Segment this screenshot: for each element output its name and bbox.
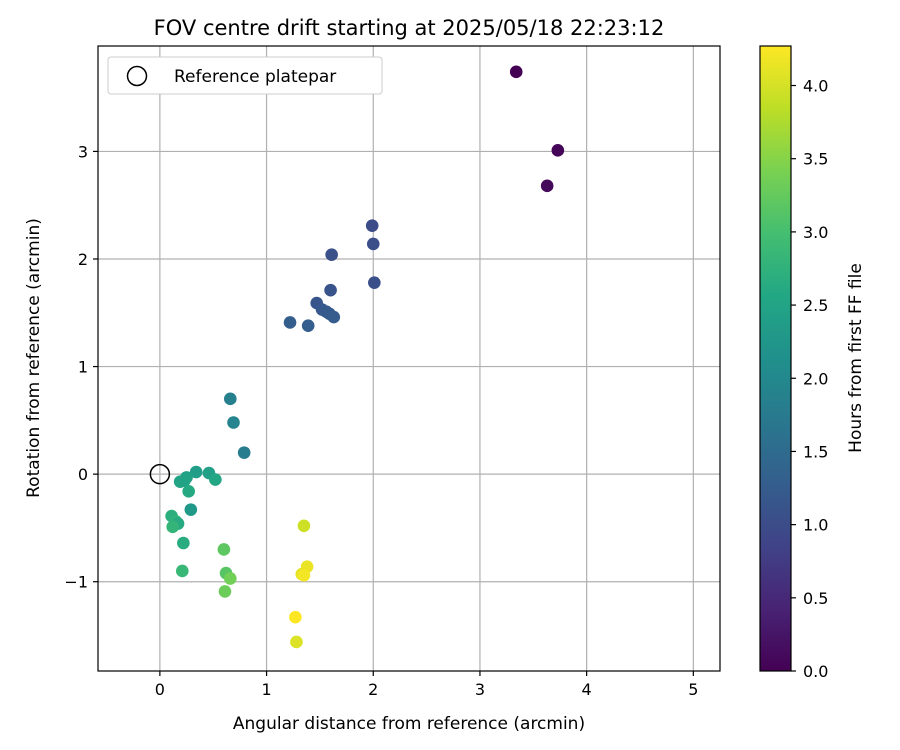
colorbar-label: Hours from first FF file (846, 263, 866, 453)
data-point (297, 519, 311, 533)
data-point (227, 416, 240, 429)
legend-label: Reference platepar (174, 67, 336, 87)
data-point (217, 543, 231, 556)
data-point (223, 572, 237, 585)
colorbar-tick-label: 2.5 (803, 296, 828, 315)
data-point (209, 473, 222, 486)
chart-title: FOV centre drift starting at 2025/05/18 … (154, 16, 665, 40)
x-tick-label: 5 (688, 680, 698, 699)
colorbar-ticks: 0.0 0.5 1.0 1.5 2.0 2.5 3.0 3.5 4.0 (791, 77, 828, 681)
data-point (509, 65, 523, 79)
data-point (189, 465, 203, 479)
data-point (368, 276, 381, 289)
data-point (283, 316, 297, 329)
colorbar-tick-label: 2.0 (803, 369, 828, 388)
y-tick-label: 0 (78, 465, 88, 484)
data-point (540, 179, 554, 193)
data-point (218, 585, 232, 598)
colorbar-tick-label: 3.5 (803, 150, 828, 169)
reference-platepar-marker (149, 463, 171, 485)
plot-frame (97, 45, 721, 672)
colorbar-tick-label: 0.0 (803, 662, 828, 681)
data-point (366, 237, 380, 251)
y-tick-label: 3 (78, 142, 88, 161)
colorbar-tick-label: 1.0 (803, 516, 828, 535)
colorbar-tick-label: 0.5 (803, 589, 828, 608)
data-point (223, 392, 237, 406)
legend: Reference platepar (107, 56, 383, 95)
data-point (301, 319, 315, 332)
x-tick-label: 3 (475, 680, 485, 699)
colorbar (759, 45, 792, 672)
data-point (182, 485, 195, 498)
data-point (297, 568, 311, 582)
data-point (184, 503, 198, 516)
data-point (551, 144, 565, 157)
data-point (290, 635, 303, 649)
axis-ticks: 0 1 2 3 4 5 −1 0 1 2 3 (64, 142, 698, 699)
y-tick-label: 2 (78, 250, 88, 269)
legend-box (107, 56, 383, 95)
y-tick-label: 1 (78, 358, 88, 377)
x-tick-label: 1 (261, 680, 271, 699)
x-axis-label: Angular distance from reference (arcmin) (233, 714, 585, 734)
data-point (327, 310, 341, 324)
data-point (289, 610, 302, 624)
data-point (166, 520, 179, 534)
y-axis-label: Rotation from reference (arcmin) (24, 218, 44, 498)
y-tick-label: −1 (64, 573, 88, 592)
data-point (237, 446, 251, 459)
data-points (165, 65, 565, 649)
x-tick-label: 2 (368, 680, 378, 699)
data-point (177, 536, 190, 550)
data-point (178, 474, 191, 487)
colorbar-tick-label: 1.5 (803, 442, 828, 461)
colorbar-tick-label: 3.0 (803, 223, 828, 242)
data-point (365, 219, 379, 232)
x-tick-label: 4 (582, 680, 592, 699)
grid (98, 46, 720, 671)
x-tick-label: 0 (155, 680, 165, 699)
data-point (175, 564, 189, 578)
data-point (324, 283, 337, 297)
data-point (325, 248, 338, 261)
colorbar-tick-label: 4.0 (803, 77, 828, 96)
legend-marker-icon (126, 65, 148, 87)
